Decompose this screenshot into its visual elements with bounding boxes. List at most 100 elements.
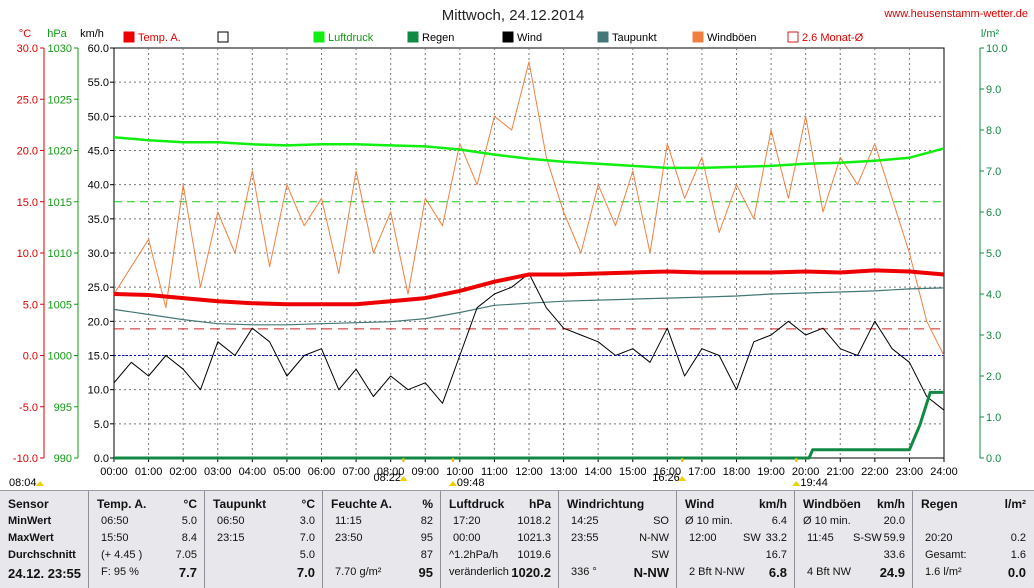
x-tick-label: 15:00: [619, 466, 647, 478]
x-tick-label: 10:00: [446, 466, 474, 478]
x-tick-label: 11:00: [481, 466, 508, 478]
feuchte-avg-val: 87: [420, 549, 433, 561]
time-marker-label: 08:04: [9, 477, 37, 489]
temp-min-time: 06:50: [101, 515, 129, 527]
luftdruck-max-val: 1021.3: [517, 532, 551, 544]
chart-plot-area: [113, 47, 945, 460]
pressure-tick-label: 995: [54, 402, 72, 414]
luftdruck-min-val: 1018.2: [517, 515, 551, 527]
windrichtung-max-val: N-NW: [639, 532, 669, 544]
pressure-tick-label: 1000: [48, 351, 72, 363]
windboeen-current: 24.9: [879, 565, 905, 580]
current-date: 24.12. 23:55: [8, 566, 82, 581]
temp-tick-label: 0.0: [23, 351, 38, 363]
chart-title: Mittwoch, 24.12.2014: [442, 7, 585, 24]
temp-min-val: 5.0: [181, 515, 197, 527]
x-tick-label: 16:00: [654, 466, 682, 478]
x-tick-label: 18:00: [723, 466, 751, 478]
windboeen-max-time: 11:45: [807, 532, 834, 544]
temp-tick-label: 15.0: [17, 197, 38, 209]
rain-tick-label: 6.0: [986, 207, 1001, 219]
sensor-column: Sensor MinWert MaxWert Durchschnitt 24.1…: [0, 491, 88, 588]
temp-line: [113, 268, 945, 307]
luftdruck-current: 1020.2: [511, 565, 551, 580]
rain-tick-label: 5.0: [986, 248, 1001, 260]
legend-label: 2.6 Monat-Ø: [802, 32, 864, 44]
regen-unit: l/m²: [1004, 497, 1026, 511]
rain-tick-label: 7.0: [986, 166, 1001, 178]
time-marker-label: 09:48: [457, 477, 485, 489]
windboeen-avg-val: 33.6: [883, 549, 905, 561]
temp-tick-label: -5.0: [19, 402, 38, 414]
rain-tick-label: 1.0: [986, 412, 1001, 424]
feuchte-current: 95: [418, 565, 433, 580]
windrichtung-avg-val: SW: [651, 549, 669, 561]
luftdruck-header: Luftdruck: [449, 497, 505, 511]
x-tick-label: 14:00: [584, 466, 612, 478]
wind-tick-label: 15.0: [88, 351, 109, 363]
luftdruck-column: Luftdruck hPa 17:20 1018.2 00:00 1021.3 …: [440, 491, 559, 588]
windboeen-min-time: Ø 10 min.: [803, 515, 851, 527]
regen-total-label: Gesamt:: [925, 549, 967, 561]
x-tick-label: 17:00: [688, 466, 716, 478]
taupunkt-line: [113, 287, 945, 326]
wind-tick-label: 50.0: [88, 111, 109, 123]
luftdruck-unit: hPa: [528, 497, 551, 511]
windrichtung-min-time: 14:25: [571, 515, 599, 527]
temp-current: 7.7: [178, 565, 197, 580]
wind-avg-val: 16.7: [765, 549, 787, 561]
taupunkt-min-time: 06:50: [217, 515, 245, 527]
x-tick-label: 21:00: [826, 466, 854, 478]
regen-current: 0.0: [1007, 565, 1026, 580]
temp-tick-label: 10.0: [17, 248, 38, 260]
x-tick-label: 19:00: [757, 466, 785, 478]
chart-axes: 00:00 01:00 02:00 03:00 04:00 05:00 06:00 07:00…: [13, 43, 1008, 478]
taupunkt-unit: °C: [301, 497, 315, 511]
legend-label: Regen: [422, 32, 454, 44]
time-marker-icon: [399, 476, 408, 481]
feuchte-foot-note: 7.70 g/m²: [335, 566, 382, 578]
rain-unit-label: l/m²: [981, 28, 1000, 40]
feuchte-max-time: 23:50: [335, 532, 363, 544]
pressure-tick-label: 1015: [48, 197, 72, 209]
windrichtung-current: N-NW: [633, 565, 669, 580]
taupunkt-avg-val: 5.0: [299, 549, 315, 561]
wind-header: Wind: [685, 497, 715, 511]
wind-unit: km/h: [758, 497, 787, 511]
luftdruck-foot-note: veränderlich: [449, 566, 509, 578]
time-marker-icon: [678, 476, 687, 481]
luftdruck-min-time: 17:20: [453, 515, 481, 527]
temp-tick-label: 30.0: [17, 43, 38, 55]
windrichtung-min-val: SO: [653, 515, 669, 527]
chart-legend: Temp. A. Luftdruck Regen Wind Taupunkt Windbö…: [123, 31, 864, 44]
taupunkt-column: Taupunkt °C 06:50 3.0 23:15 7.0 5.0 7.0: [204, 491, 323, 588]
wind-max-val: 33.2: [765, 532, 787, 544]
rain-tick-label: 10.0: [986, 43, 1007, 55]
temp-foot-note: F: 95 %: [101, 566, 139, 578]
x-tick-label: 06:00: [308, 466, 336, 478]
taupunkt-max-time: 23:15: [217, 532, 245, 544]
windboeen-max-val: 59.9: [883, 532, 905, 544]
wind-min-val: 6.4: [771, 515, 787, 527]
taupunkt-min-val: 3.0: [299, 515, 315, 527]
site-url[interactable]: www.heusenstamm-wetter.de: [883, 8, 1028, 20]
luftdruck-trend: ^1.2hPa/h: [449, 549, 499, 561]
taupunkt-max-val: 7.0: [299, 532, 315, 544]
feuchte-min-val: 82: [420, 515, 433, 527]
x-tick-label: 01:00: [135, 466, 163, 478]
time-marker-icon: [36, 481, 44, 486]
windrichtung-degrees: 336 °: [571, 566, 597, 578]
wind-tick-label: 10.0: [88, 385, 109, 397]
time-marker-label: 19:44: [800, 477, 828, 489]
legend-swatch: [502, 31, 514, 43]
pressure-tick-label: 1020: [48, 146, 72, 158]
time-marker-label: 16:26: [652, 472, 680, 484]
wind-tick-label: 0.0: [94, 453, 109, 465]
temp-avg-val: 7.05: [175, 549, 197, 561]
x-tick-label: 04:00: [239, 466, 267, 478]
rain-tick-label: 3.0: [986, 330, 1001, 342]
wind-column: Wind km/h Ø 10 min. 6.4 12:00 SW 33.2 16…: [676, 491, 795, 588]
legend-swatch: [597, 31, 609, 43]
x-tick-label: 05:00: [273, 466, 301, 478]
regen-time: 20:20: [925, 532, 953, 544]
